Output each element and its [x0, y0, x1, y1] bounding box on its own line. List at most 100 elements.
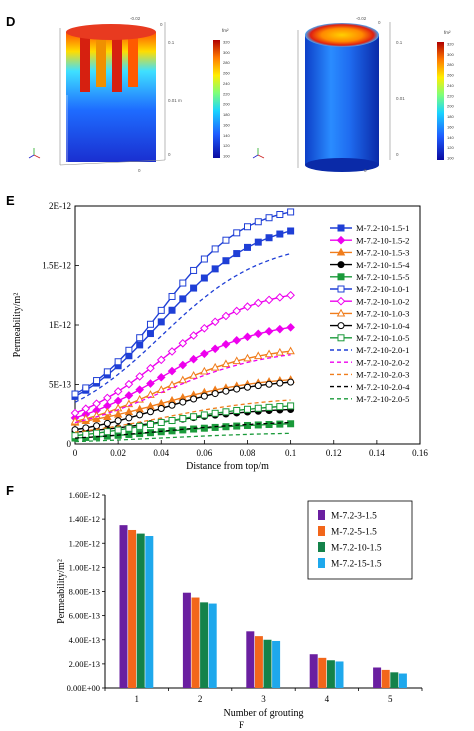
data-point — [233, 250, 241, 258]
data-point — [125, 424, 133, 432]
x-tick-label: 5 — [388, 694, 393, 704]
data-point — [178, 338, 188, 348]
data-point — [146, 420, 154, 428]
y-tick-label: 1.60E-12 — [69, 490, 100, 500]
data-point — [254, 351, 263, 360]
data-point — [82, 424, 90, 432]
legend-swatch — [318, 526, 325, 536]
legend-swatch — [318, 558, 325, 568]
data-point — [168, 416, 176, 424]
data-point — [337, 322, 345, 330]
series-M-7.2-10-2.0-3 — [74, 399, 291, 433]
data-point — [244, 405, 251, 413]
right-colorbar-ticks: 320 300 280 260 240 220 200 180 160 140 120 100 — [447, 42, 454, 161]
colorbar-tick-label: 280 — [447, 62, 454, 67]
data-point — [179, 398, 187, 406]
colorbar-tick-label: 200 — [447, 104, 454, 109]
legend-label: M-7.2-10-1.0-4 — [356, 321, 410, 331]
data-point — [190, 284, 198, 292]
data-point — [286, 290, 295, 300]
data-point — [200, 255, 208, 263]
bar-M-7.2-5-1.5-4 — [318, 657, 327, 688]
legend-swatch — [318, 542, 325, 552]
legend-label: M-7.2-10-1.5-5 — [356, 272, 409, 282]
bar-M-7.2-5-1.5-1 — [128, 529, 137, 688]
y-tick-label: 4.00E-13 — [69, 635, 100, 645]
data-point — [265, 380, 273, 388]
y-tick-label: 1E-12 — [49, 320, 71, 330]
series-M-7.2-10-1.0-1 — [71, 208, 295, 398]
left-axis-label-3: 0.1 — [168, 40, 175, 45]
x-tick-label: 0.14 — [369, 448, 385, 458]
data-point — [211, 409, 219, 417]
x-tick-label: 0.02 — [110, 448, 126, 458]
bar-M-7.2-5-1.5-2 — [191, 597, 200, 688]
bar-M-7.2-3-1.5-4 — [309, 654, 318, 688]
legend-label: M-7.2-10-2.0-1 — [356, 345, 409, 355]
data-point — [135, 385, 144, 394]
data-point — [156, 355, 166, 365]
data-point — [221, 339, 231, 349]
data-point — [287, 420, 295, 428]
data-point — [264, 327, 274, 336]
bar-M-7.2-10-1.5-1 — [136, 533, 145, 688]
data-point — [157, 318, 165, 326]
panel-e-letter: E — [6, 193, 15, 208]
series-line — [74, 354, 291, 424]
data-point — [337, 273, 345, 281]
legend-label: M-7.2-10-1.5-4 — [356, 260, 410, 270]
data-point — [82, 384, 90, 392]
colorbar-tick-label: 320 — [223, 40, 230, 45]
bar-M-7.2-3-1.5-3 — [246, 631, 255, 688]
data-point — [211, 423, 219, 431]
y-tick-label: 2.00E-13 — [69, 659, 100, 669]
right-cylinder-model — [297, 22, 391, 172]
data-point — [286, 346, 295, 355]
left-axis-label-0: -0.02 — [130, 16, 141, 21]
colorbar-tick-label: 100 — [447, 156, 454, 161]
data-point — [337, 285, 345, 293]
data-point — [146, 379, 155, 388]
data-point — [135, 372, 144, 381]
data-point — [210, 362, 220, 371]
data-point — [210, 317, 220, 327]
data-point — [81, 404, 91, 414]
bar-M-7.2-3-1.5-5 — [373, 667, 382, 688]
data-point — [336, 308, 346, 317]
y-tick-label: 1.40E-12 — [69, 514, 100, 524]
data-point — [113, 396, 123, 406]
data-point — [276, 230, 284, 238]
right-axis-label-1: 0 — [378, 20, 381, 25]
colorbar-tick-label: 200 — [223, 102, 230, 107]
data-point — [103, 428, 111, 436]
data-point — [103, 419, 111, 427]
left-axis-label-6: 0 — [168, 152, 171, 157]
data-point — [337, 334, 345, 342]
data-point — [114, 417, 122, 425]
data-point — [211, 390, 219, 398]
data-point — [157, 306, 165, 314]
data-point — [114, 426, 122, 434]
legend-box — [307, 500, 413, 580]
x-tick-label: 0.08 — [240, 448, 256, 458]
data-point — [275, 347, 285, 356]
data-point — [200, 392, 208, 400]
colorbar-tick-label: 260 — [223, 71, 230, 76]
data-point — [146, 363, 155, 373]
panel-d-letter: D — [6, 14, 16, 29]
data-point — [124, 391, 134, 400]
x-tick-label: 1 — [134, 694, 139, 704]
left-axis-label-8: 0 — [138, 168, 141, 173]
data-point — [233, 385, 241, 393]
data-point — [103, 368, 111, 376]
data-point — [336, 247, 346, 256]
colorbar-tick-label: 240 — [447, 83, 454, 88]
right-colorbar-unit: fm² — [444, 30, 451, 35]
data-point — [254, 421, 262, 429]
data-point — [190, 413, 198, 421]
data-point — [264, 349, 274, 358]
legend-label: M-7.2-5-1.5 — [331, 528, 377, 538]
data-point — [276, 420, 284, 428]
data-point — [221, 359, 231, 368]
y-tick-label: 0 — [67, 439, 72, 449]
